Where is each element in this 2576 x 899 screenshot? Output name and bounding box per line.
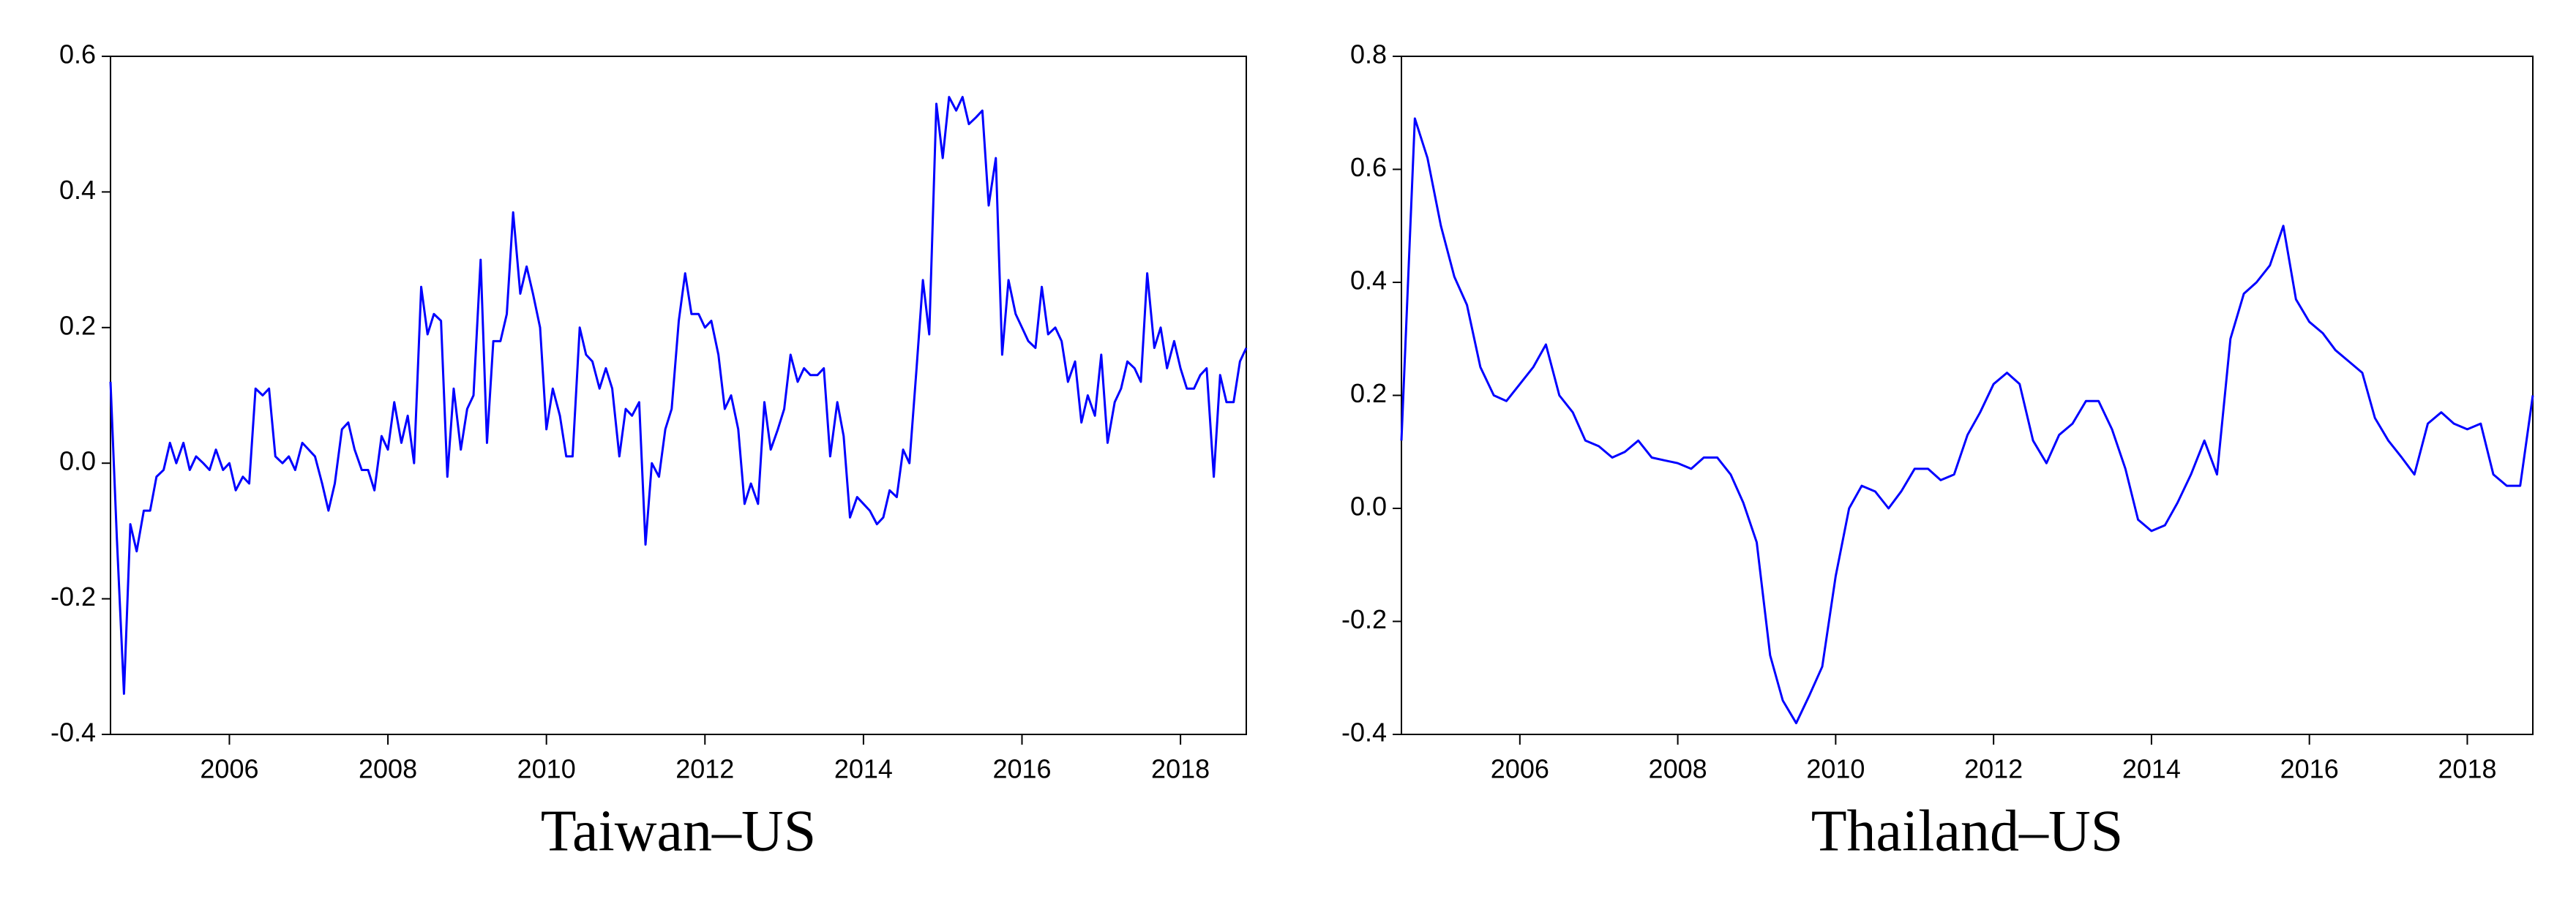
- x-tick-label: 2012: [1964, 754, 2023, 784]
- y-tick-label: -0.4: [50, 718, 96, 748]
- data-line: [109, 96, 1248, 695]
- x-tick-label: 2008: [1649, 754, 1707, 784]
- plot-frame: [1401, 56, 2534, 735]
- x-tick-label: 2016: [2280, 754, 2339, 784]
- x-tick-label: 2010: [1806, 754, 1865, 784]
- chart-title: Taiwan–US: [541, 799, 817, 863]
- data-line: [1400, 117, 2534, 725]
- y-tick-label: 0.4: [1350, 266, 1387, 296]
- x-tick-label: 2012: [675, 754, 734, 784]
- x-tick-label: 2014: [2122, 754, 2181, 784]
- y-tick-label: 0.0: [59, 446, 96, 476]
- x-tick-label: 2006: [1491, 754, 1549, 784]
- x-tick-label: 2008: [359, 754, 417, 784]
- x-tick-label: 2014: [834, 754, 893, 784]
- plot-frame: [110, 56, 1247, 735]
- y-tick-label: -0.2: [1341, 604, 1387, 634]
- x-tick-label: 2006: [200, 754, 258, 784]
- x-tick-label: 2018: [1151, 754, 1210, 784]
- x-tick-label: 2018: [2438, 754, 2496, 784]
- y-tick-label: 0.8: [1350, 40, 1387, 69]
- x-tick-label: 2016: [992, 754, 1051, 784]
- y-tick-label: 0.0: [1350, 492, 1387, 522]
- y-tick-label: 0.2: [1350, 378, 1387, 408]
- y-tick-label: 0.6: [1350, 152, 1387, 182]
- chart-title: Thailand–US: [1811, 799, 2124, 863]
- y-tick-label: 0.6: [59, 40, 96, 69]
- y-tick-label: -0.2: [50, 582, 96, 612]
- y-tick-label: 0.4: [59, 175, 96, 205]
- y-tick-label: 0.2: [59, 310, 96, 340]
- x-tick-label: 2010: [517, 754, 576, 784]
- y-tick-label: -0.4: [1341, 718, 1387, 748]
